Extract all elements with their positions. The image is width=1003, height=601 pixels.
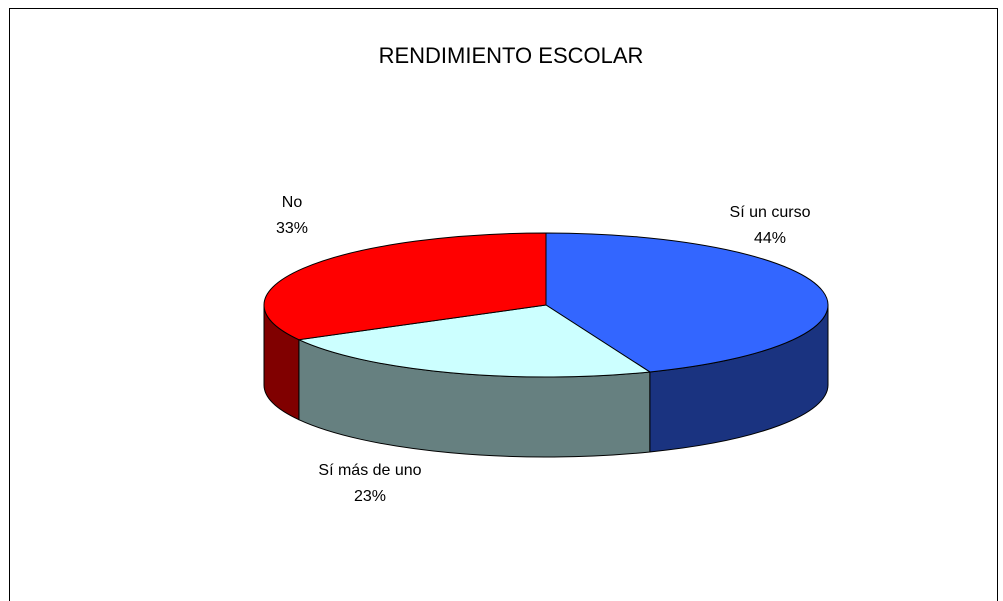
slice-label: Sí más de uno — [318, 462, 421, 479]
slice-value: 33% — [276, 220, 308, 237]
slice-label: Sí un curso — [730, 204, 811, 221]
slice — [297, 304, 652, 378]
slice — [263, 232, 547, 341]
slice-label: No — [282, 194, 303, 211]
slice-value: 23% — [354, 488, 386, 505]
chart-title: RENDIMIENTO ESCOLAR — [379, 43, 644, 68]
slice — [545, 232, 829, 373]
slice-value: 44% — [754, 230, 786, 247]
